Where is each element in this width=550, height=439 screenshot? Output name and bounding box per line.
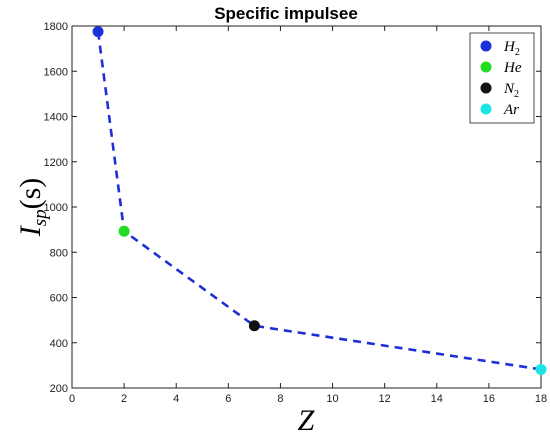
- x-tick-label: 4: [173, 393, 179, 405]
- x-tick-label: 2: [121, 393, 127, 405]
- y-axis-ticks: 200 400 600 800 1000 1200 1400 1600 1800: [44, 21, 541, 395]
- x-tick-label: 10: [326, 393, 338, 405]
- y-axis-label: Isp(s): [14, 178, 51, 238]
- y-tick-label: 1600: [44, 66, 68, 78]
- legend-marker-n2: [480, 82, 492, 94]
- legend-marker-he: [480, 61, 492, 73]
- plot-area: [71, 25, 542, 389]
- y-tick-label: 200: [50, 383, 68, 395]
- data-points: [92, 26, 547, 375]
- x-tick-label: 12: [379, 393, 391, 405]
- legend-marker-ar: [480, 103, 492, 115]
- x-tick-label: 6: [225, 393, 231, 405]
- y-axis-label-sub: sp: [30, 209, 51, 226]
- chart-title: Specific impulsee: [214, 4, 358, 23]
- y-tick-label: 1800: [44, 21, 68, 33]
- legend-box: [469, 32, 535, 124]
- legend-label-he: He: [503, 60, 522, 76]
- x-tick-label: 0: [69, 393, 75, 405]
- data-point-ar: [535, 363, 547, 375]
- legend-marker-h2: [480, 40, 492, 52]
- dashed-connector-line: [96, 31, 542, 371]
- legend: H2 He N2 Ar: [469, 32, 535, 124]
- x-tick-label: 16: [483, 393, 495, 405]
- y-tick-label: 400: [50, 338, 68, 350]
- y-axis-label-rest: (s): [14, 178, 47, 210]
- x-tick-label: 8: [277, 393, 283, 405]
- legend-label-n2: N2: [503, 81, 519, 100]
- legend-label-ar: Ar: [503, 102, 519, 118]
- data-point-he: [118, 225, 130, 237]
- svg-text:Isp(s): Isp(s): [14, 178, 51, 238]
- x-tick-label: 18: [535, 393, 547, 405]
- y-axis-label-main: I: [14, 224, 47, 237]
- y-tick-label: 1200: [44, 157, 68, 169]
- legend-label-h2: H2: [503, 39, 520, 58]
- x-axis-ticks: 0 2 4 6 8 10 12 14 16 18: [69, 26, 547, 405]
- x-axis-label: Z: [298, 404, 315, 437]
- y-tick-label: 800: [50, 247, 68, 259]
- x-tick-label: 14: [431, 393, 443, 405]
- y-tick-label: 600: [50, 293, 68, 305]
- data-point-n2: [248, 320, 260, 332]
- y-tick-label: 1000: [44, 202, 68, 214]
- data-point-h2: [92, 26, 104, 38]
- y-tick-label: 1400: [44, 112, 68, 124]
